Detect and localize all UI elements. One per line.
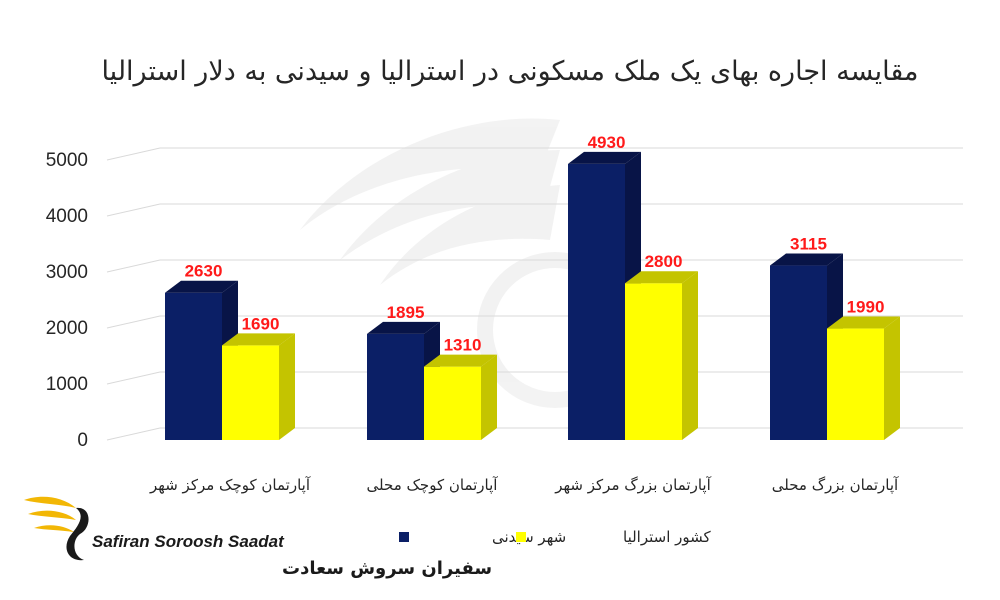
logo-latin-text: Safiran Soroosh Saadat xyxy=(92,532,285,551)
gridline-depth xyxy=(106,147,161,161)
bar-australia xyxy=(625,271,698,440)
bar-front xyxy=(568,163,625,441)
bar-side xyxy=(481,354,497,440)
bars: 2630 1690 1895 1310 4930 2800 3115 1990 xyxy=(165,133,900,441)
x-tick-label: آپارتمان کوچک محلی xyxy=(367,476,499,495)
bar-side xyxy=(279,333,295,440)
bar-front xyxy=(367,333,424,440)
legend: شهر سیدنی کشور استرالیا xyxy=(399,528,712,546)
y-tick-label: 5000 xyxy=(46,150,88,171)
bar-australia xyxy=(424,354,497,440)
bar-top xyxy=(367,321,440,334)
legend-swatch-sydney xyxy=(399,532,409,542)
bar-top xyxy=(222,333,295,346)
brand-logo: Safiran Soroosh Saadat سفیران سروش سعادت xyxy=(24,496,492,579)
y-axis: 0 1000 2000 3000 4000 5000 xyxy=(46,150,88,451)
bar-top xyxy=(568,151,641,164)
bar-side xyxy=(682,271,698,440)
data-label: 1895 xyxy=(387,303,425,322)
bar-top xyxy=(165,280,238,293)
bar-front xyxy=(424,366,481,440)
data-label: 2630 xyxy=(185,262,223,281)
bar-top xyxy=(770,253,843,266)
chart-title: مقایسه اجاره بهای یک ملک مسکونی در استرا… xyxy=(101,56,918,87)
bar-australia xyxy=(222,333,295,440)
bar-front xyxy=(222,345,279,440)
data-label: 4930 xyxy=(588,133,626,152)
bar-front xyxy=(770,265,827,440)
data-label: 2800 xyxy=(645,252,683,271)
bar-front xyxy=(625,283,682,440)
y-tick-label: 2000 xyxy=(46,318,88,339)
bar-front xyxy=(165,292,222,440)
gridline-depth xyxy=(106,203,161,217)
gridline-depth xyxy=(106,315,161,329)
bar-front xyxy=(827,328,884,440)
data-label: 1990 xyxy=(847,298,885,317)
gridline-depth xyxy=(106,427,161,441)
x-tick-label: آپارتمان بزرگ محلی xyxy=(772,476,899,495)
bar-australia xyxy=(827,316,900,440)
x-tick-label: آپارتمان بزرگ مرکز شهر xyxy=(554,476,711,495)
bar-top xyxy=(424,354,497,367)
bar-top xyxy=(827,316,900,329)
y-tick-label: 1000 xyxy=(46,374,88,395)
bar-side xyxy=(884,316,900,440)
wing-icon xyxy=(24,496,89,561)
legend-swatch-australia xyxy=(516,532,526,542)
x-tick-label: آپارتمان کوچک مرکز شهر xyxy=(149,476,311,495)
legend-label-sydney: شهر سیدنی xyxy=(492,528,566,546)
gridline-depth xyxy=(106,259,161,273)
x-axis: آپارتمان کوچک مرکز شهر آپارتمان کوچک محلی… xyxy=(149,476,899,495)
y-tick-label: 3000 xyxy=(46,262,88,283)
data-label: 1310 xyxy=(444,336,482,355)
logo-farsi-text: سفیران سروش سعادت xyxy=(282,558,492,579)
data-label: 3115 xyxy=(790,235,827,254)
gridline-depth xyxy=(106,371,161,385)
data-label: 1690 xyxy=(242,314,280,333)
y-tick-label: 4000 xyxy=(46,206,88,227)
bar-top xyxy=(625,271,698,284)
y-tick-label: 0 xyxy=(77,430,88,451)
bar-sydney xyxy=(367,321,440,440)
legend-label-australia: کشور استرالیا xyxy=(623,528,712,546)
